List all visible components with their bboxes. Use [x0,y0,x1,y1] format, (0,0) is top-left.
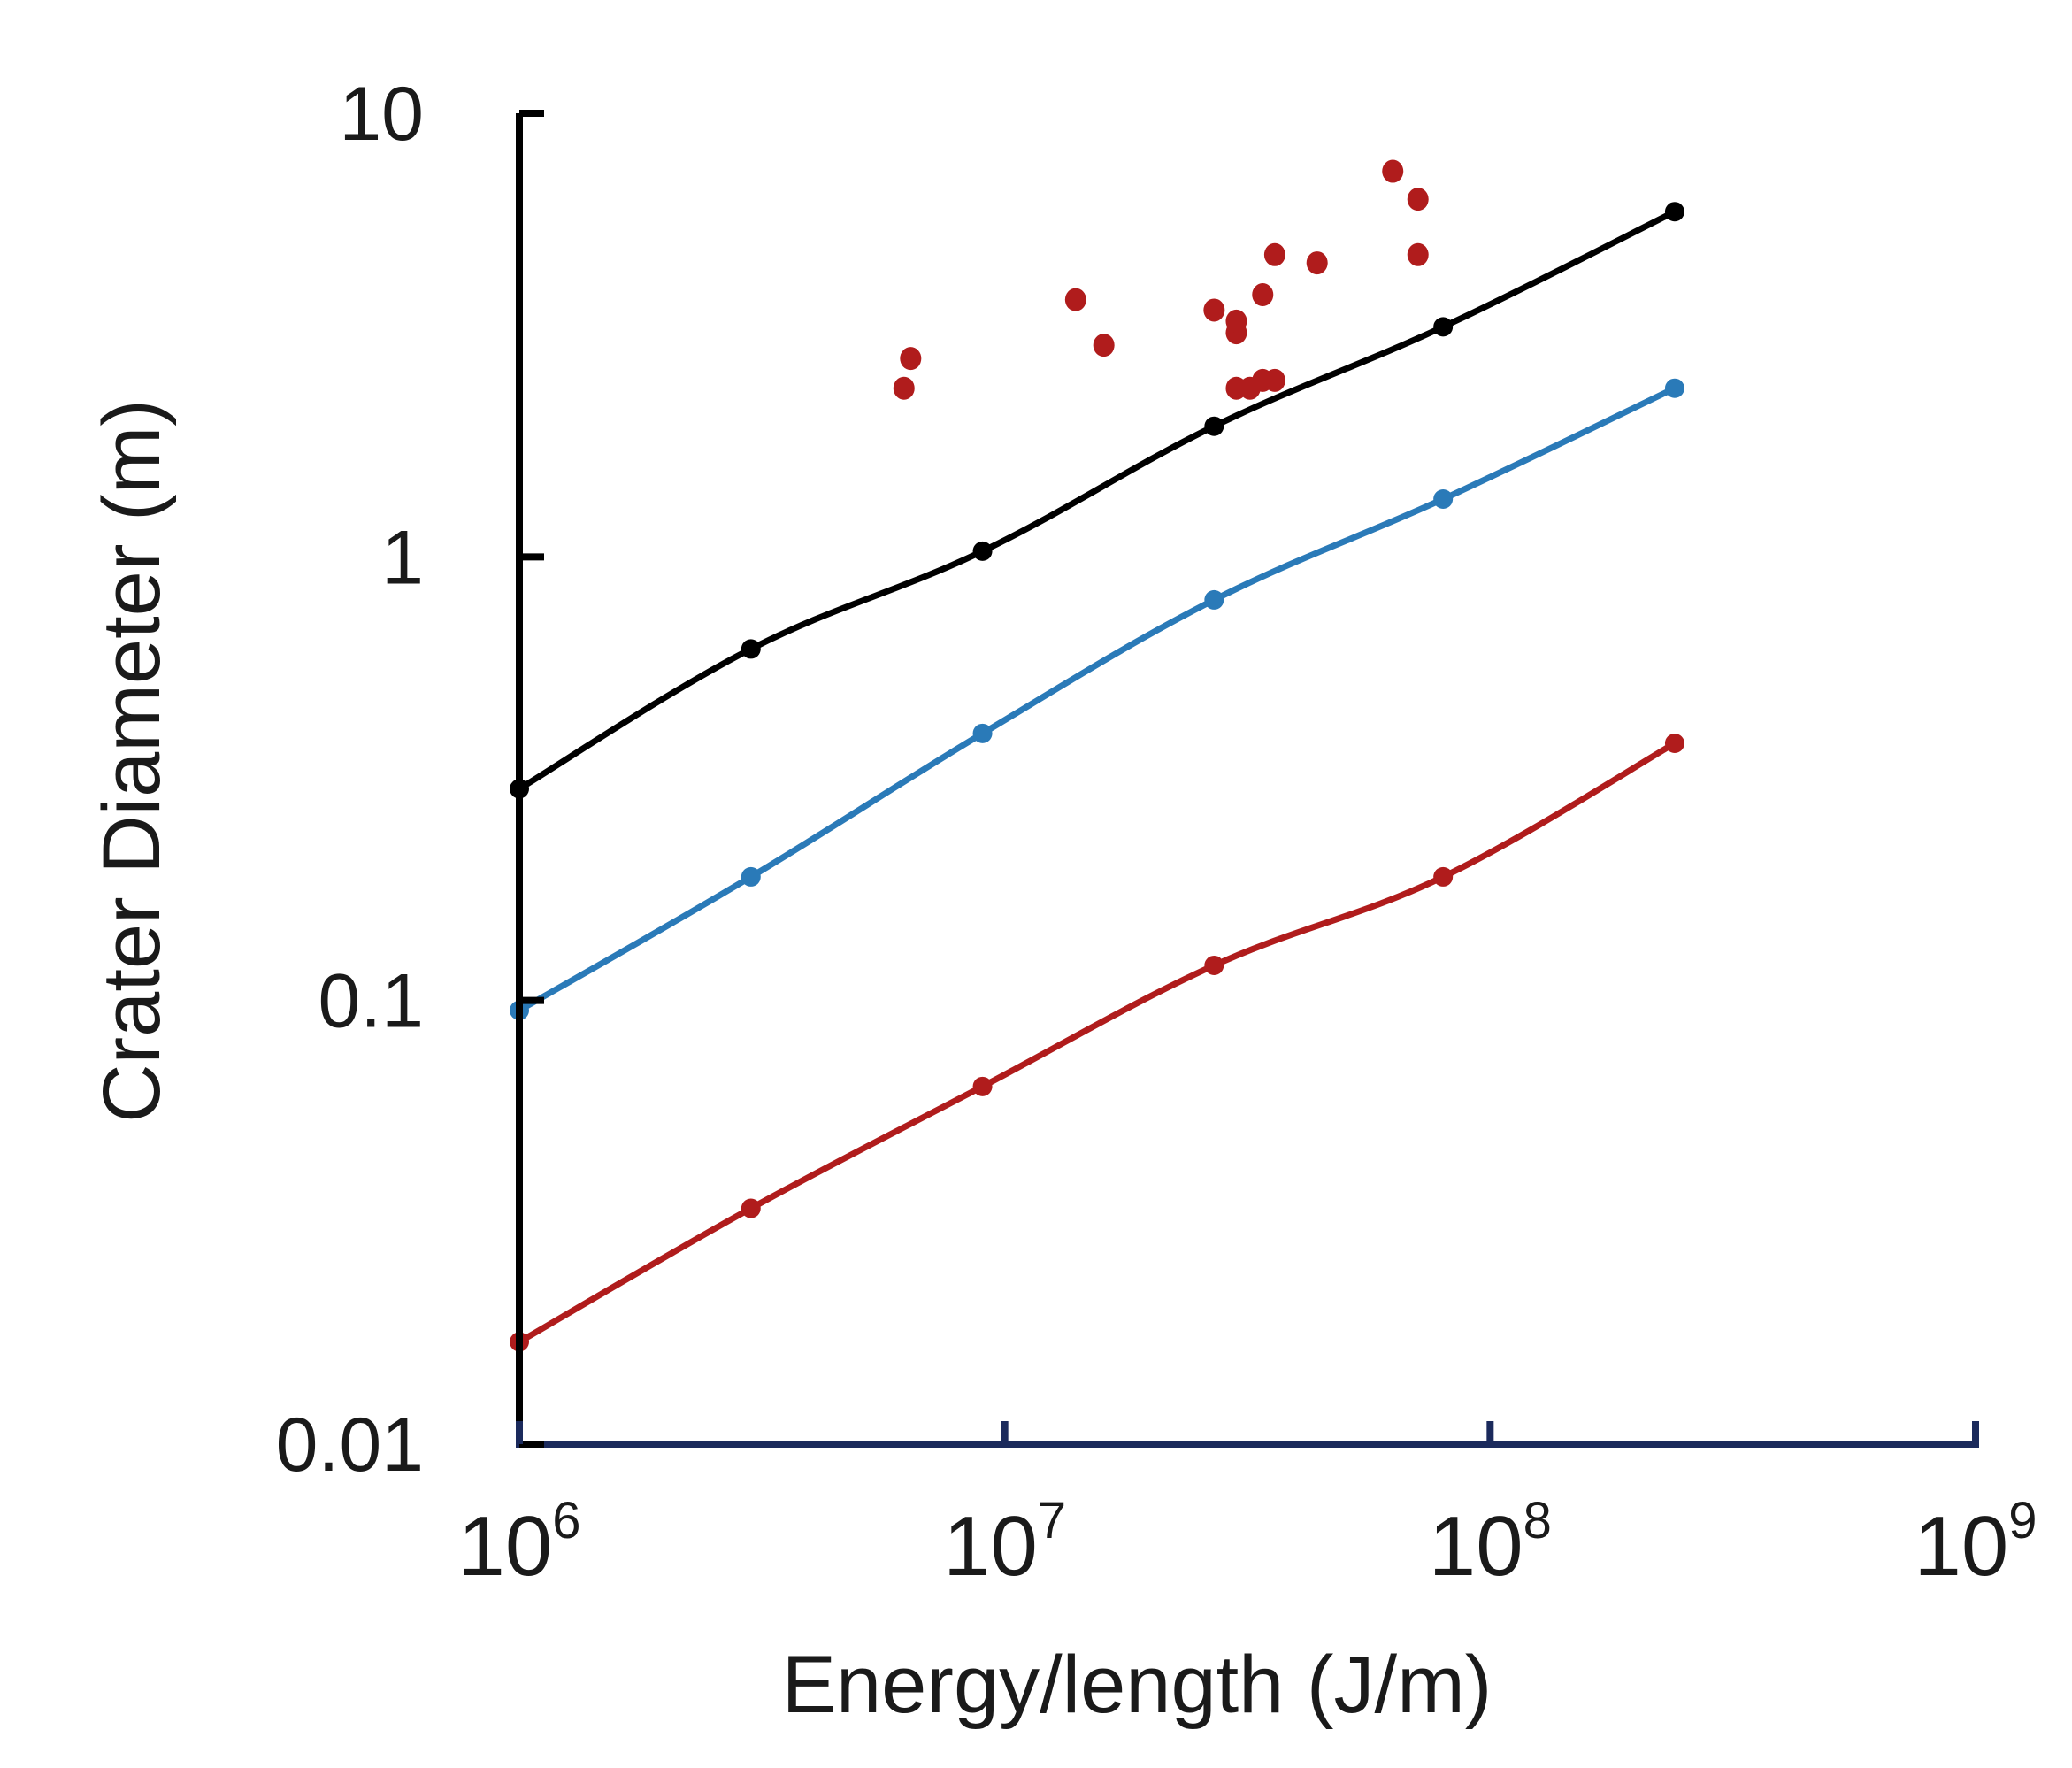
series-line-blue [516,385,1678,1014]
series-point-black [1204,416,1224,436]
scatter-point [900,347,922,371]
x-tick-label: 107 [943,1492,1066,1594]
scatter-point [1064,288,1086,311]
series-point-black [1664,202,1684,222]
series-point-blue [741,866,761,887]
series-point-red [1664,734,1684,754]
x-tick-label: 108 [1429,1492,1552,1594]
series-point-black [741,639,761,659]
scatter-point [1093,334,1115,357]
scatter-point [1407,242,1429,266]
series-point-red [1204,955,1224,975]
series-point-red [972,1076,993,1096]
series-point-blue [1204,589,1224,610]
labels-layer: Energy/length (J/m) Crater Diameter (m) [87,399,1492,1730]
axes-layer: 10 1 0.1 0.01 106 107 108 109 [276,72,2037,1594]
series-point-red [741,1198,761,1218]
y-tick-label: 10 [339,72,424,157]
y-tick-label: 1 [381,515,424,600]
series-point-blue [1433,488,1454,509]
scatter-point [1407,188,1429,211]
y-axis-title: Crater Diameter (m) [87,399,177,1123]
series-line-red [516,740,1678,1345]
scatter-point [1252,283,1274,307]
y-tick-label: 0.01 [276,1403,424,1487]
scatter-point [1203,298,1225,322]
x-tick-label: 109 [1914,1492,2037,1594]
series-point-blue [972,723,993,743]
scatter-point [1263,242,1285,266]
series-line-black [516,208,1678,792]
series-point-red [1433,866,1454,887]
scatter-point [1382,159,1404,183]
series-point-blue [1664,378,1684,398]
series-layer [510,202,1684,1352]
x-axis-title: Energy/length (J/m) [782,1640,1493,1730]
scatter-layer [893,159,1429,400]
scatter-point [1263,368,1285,392]
series-point-black [972,541,993,561]
y-tick-label: 0.1 [318,959,424,1044]
scatter-point [1306,251,1328,275]
scatter-point [893,376,915,400]
scatter-point [1225,309,1247,333]
x-tick-label: 106 [457,1492,580,1594]
series-point-black [1433,317,1454,337]
